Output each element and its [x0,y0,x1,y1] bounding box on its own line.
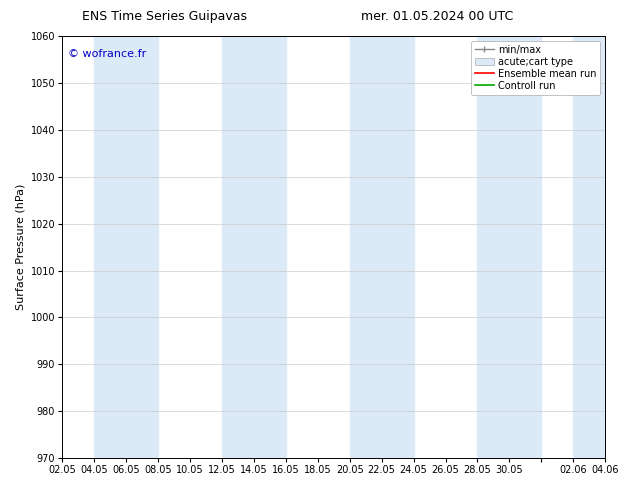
Text: © wofrance.fr: © wofrance.fr [68,49,146,59]
Legend: min/max, acute;cart type, Ensemble mean run, Controll run: min/max, acute;cart type, Ensemble mean … [471,41,600,95]
Text: ENS Time Series Guipavas: ENS Time Series Guipavas [82,10,247,23]
Text: mer. 01.05.2024 00 UTC: mer. 01.05.2024 00 UTC [361,10,514,23]
Y-axis label: Surface Pressure (hPa): Surface Pressure (hPa) [15,184,25,310]
Bar [222,36,286,458]
Bar [94,36,158,458]
Bar [477,36,541,458]
Bar [573,36,634,458]
Bar [350,36,413,458]
